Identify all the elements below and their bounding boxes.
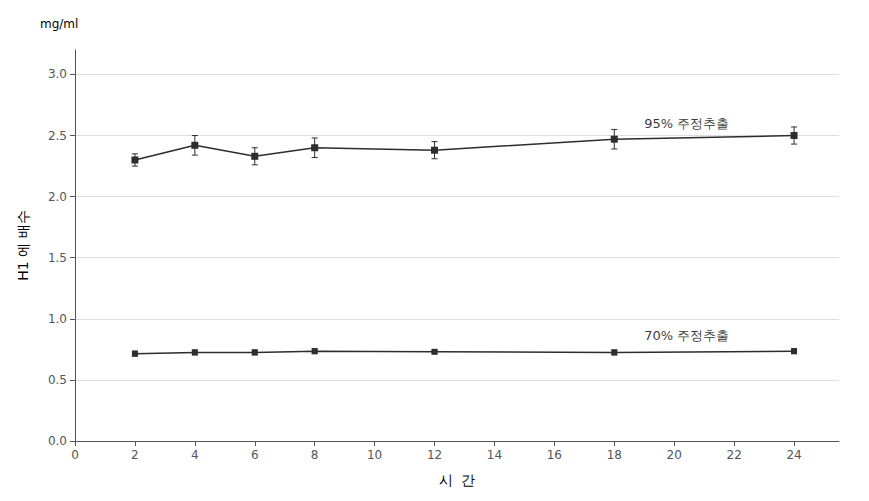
svg-text:10: 10 — [367, 448, 382, 462]
svg-text:2.0: 2.0 — [48, 190, 67, 204]
svg-text:24: 24 — [786, 448, 801, 462]
svg-text:2: 2 — [131, 448, 139, 462]
svg-text:0: 0 — [71, 448, 79, 462]
svg-text:16: 16 — [547, 448, 562, 462]
svg-text:시 간: 시 간 — [439, 472, 476, 488]
svg-text:0.0: 0.0 — [48, 434, 67, 448]
svg-text:14: 14 — [487, 448, 502, 462]
svg-text:12: 12 — [427, 448, 442, 462]
svg-text:0.5: 0.5 — [48, 373, 67, 387]
svg-text:H1 에 배수: H1 에 배수 — [15, 210, 31, 280]
svg-text:6: 6 — [251, 448, 259, 462]
svg-text:1.0: 1.0 — [48, 312, 67, 326]
svg-text:8: 8 — [311, 448, 319, 462]
svg-text:mg/ml: mg/ml — [40, 17, 78, 31]
svg-text:70% 주정추출: 70% 주정추출 — [644, 328, 729, 343]
svg-text:18: 18 — [607, 448, 622, 462]
svg-text:3.0: 3.0 — [48, 67, 67, 81]
svg-text:2.5: 2.5 — [48, 129, 67, 143]
svg-text:95% 주정추출: 95% 주정추출 — [644, 116, 729, 131]
svg-text:22: 22 — [726, 448, 741, 462]
svg-text:20: 20 — [667, 448, 682, 462]
svg-text:1.5: 1.5 — [48, 251, 67, 265]
svg-text:4: 4 — [191, 448, 199, 462]
